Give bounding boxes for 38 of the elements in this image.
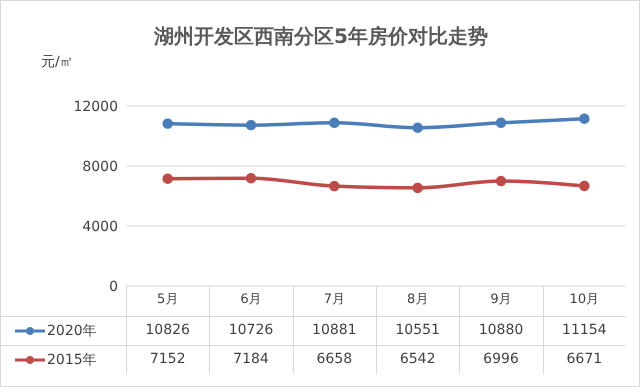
y-tick-label: 0 (109, 278, 118, 295)
legend-label: 2020年 (47, 322, 97, 340)
point (329, 180, 340, 192)
data-label: 7184 (232, 351, 270, 367)
point (579, 180, 590, 192)
y-tick-label: 8000 (82, 158, 118, 175)
x-tick-label: 9月 (490, 292, 512, 308)
point (496, 176, 506, 186)
y-tick-label: 4000 (82, 218, 118, 235)
x-tick-label: 5月 (157, 292, 178, 308)
data-label: 10726 (228, 322, 274, 338)
data-label: 6658 (316, 351, 354, 367)
point (412, 182, 423, 194)
data-label: 6996 (482, 351, 520, 367)
data-label: 11154 (561, 322, 608, 338)
data-label: 7152 (148, 351, 186, 367)
y-axis-title: 元/㎡ (41, 53, 74, 71)
point (246, 172, 256, 184)
data-label: 10826 (144, 322, 191, 338)
point (329, 118, 340, 128)
point (496, 118, 506, 128)
point (162, 118, 173, 129)
x-tick-label: 6月 (240, 292, 262, 308)
point (579, 113, 590, 124)
point (246, 120, 256, 130)
x-tick-label: 10月 (570, 292, 600, 308)
legend-label: 2015年 (47, 351, 97, 369)
chart-title: 湖州开发区西南分区5年房价对比走势 (152, 23, 489, 50)
data-label: 10880 (478, 322, 524, 338)
data-label: 10551 (394, 322, 441, 338)
data-label: 10881 (311, 322, 358, 338)
data-label: 6542 (398, 351, 436, 367)
x-tick-label: 7月 (324, 292, 345, 308)
point (162, 173, 173, 184)
x-tick-label: 8月 (407, 292, 428, 308)
data-label: 6671 (566, 351, 604, 367)
point (412, 122, 423, 133)
y-tick-label: 12000 (73, 98, 118, 115)
